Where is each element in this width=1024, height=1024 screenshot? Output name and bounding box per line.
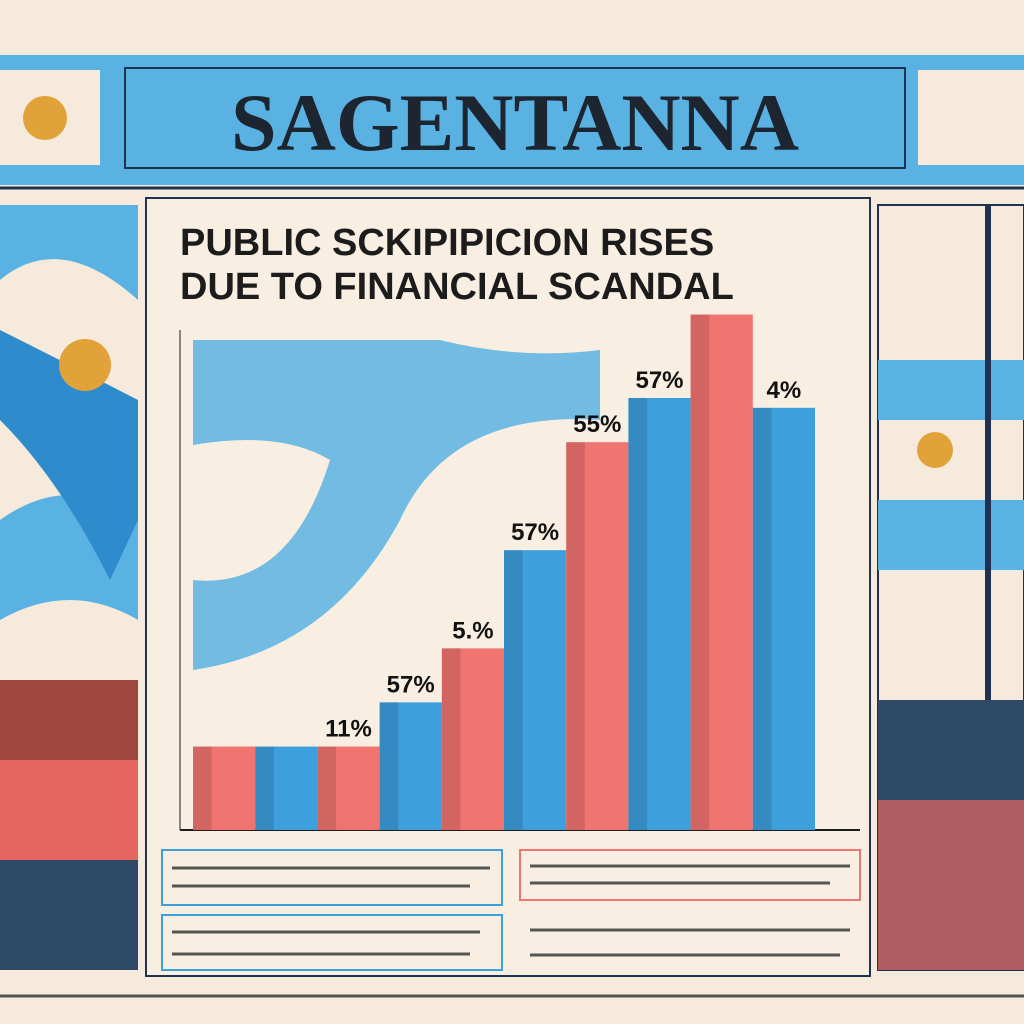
masthead-right-box <box>918 70 1024 165</box>
bar <box>193 746 256 830</box>
sun-icon <box>23 96 67 140</box>
right-crowd-front <box>878 800 1024 970</box>
bars: 11% 57% 5.% 57% 55% 57% 4% <box>193 314 815 831</box>
bar-shade <box>566 442 585 830</box>
bar-shade <box>441 648 461 830</box>
chart-title: PUBLIC SCKIPIPICION RISES DUE TO FINANCIA… <box>180 222 734 308</box>
background-wave <box>193 340 600 670</box>
bar-annotation: 57% <box>511 519 559 546</box>
bar <box>504 550 567 830</box>
right-flag-sun <box>917 432 953 468</box>
bar-annotation: 4% <box>767 377 802 404</box>
bar <box>379 702 442 830</box>
chart-title-line: PUBLIC SCKIPIPICION RISES <box>180 222 714 264</box>
text-boxes <box>0 849 1024 998</box>
bar <box>690 314 753 831</box>
bar-shade <box>255 746 274 830</box>
bar-shade <box>193 746 212 830</box>
crowd-front <box>0 860 138 970</box>
bar-annotation: 11% <box>325 716 372 743</box>
bar <box>255 746 318 830</box>
bar-shade <box>317 746 337 830</box>
bar-annotation: 55% <box>573 411 621 438</box>
masthead-title: SAGENTANNA <box>231 77 799 168</box>
flag-sun <box>59 339 111 391</box>
bar-shade <box>752 407 772 830</box>
right-flag-stripe <box>878 500 1024 570</box>
bar-shade <box>690 314 710 831</box>
bar <box>752 407 815 830</box>
bar-shade <box>504 550 523 830</box>
text-box <box>519 849 861 901</box>
bar-annotation: 57% <box>635 367 683 394</box>
chart-title-line: DUE TO FINANCIAL SCANDAL <box>180 266 734 308</box>
bar-annotation: 57% <box>387 671 435 698</box>
bar <box>628 398 691 830</box>
illegible-text <box>0 864 1024 998</box>
text-box <box>161 849 503 906</box>
right-flag-stripe <box>878 360 1024 420</box>
bar-shade <box>628 398 648 830</box>
building <box>0 680 138 760</box>
text-box <box>161 914 503 971</box>
bar <box>441 648 504 830</box>
bar <box>566 442 629 830</box>
bar <box>317 746 380 830</box>
bar-shade <box>379 702 399 830</box>
masthead-title-box <box>124 67 906 169</box>
flag-stripe <box>0 330 138 580</box>
bar-annotation: 5.% <box>452 617 493 644</box>
